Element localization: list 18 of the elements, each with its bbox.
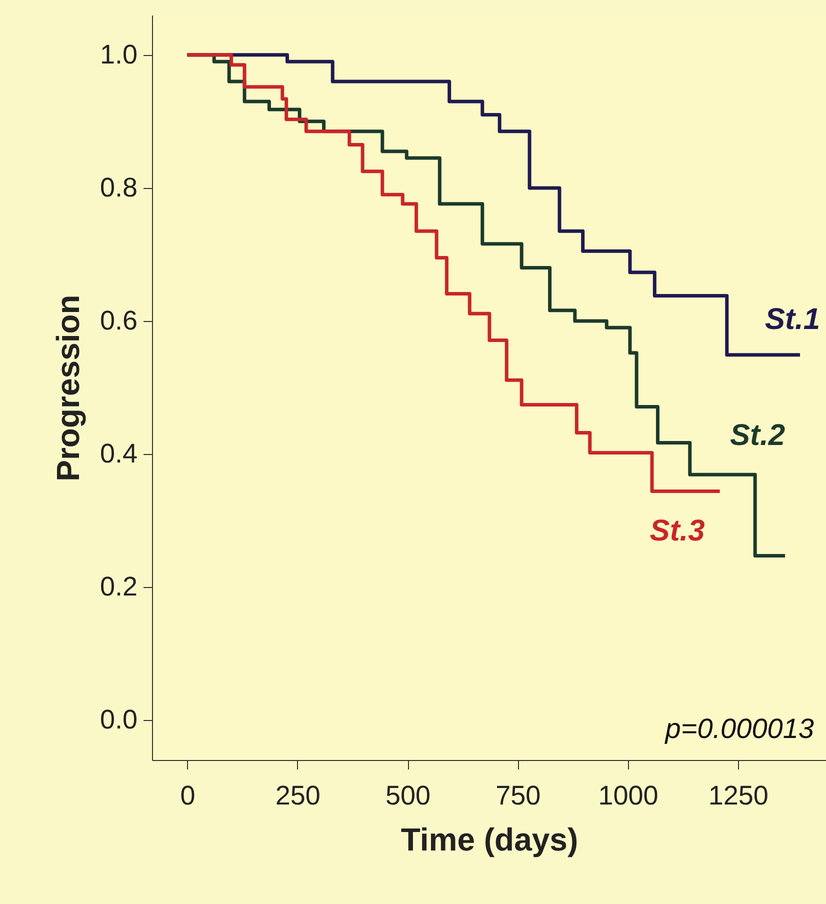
- x-tick-label: 750: [496, 780, 541, 810]
- y-tick-label: 1.0: [100, 39, 138, 70]
- y-tick-label: 0.0: [100, 704, 138, 735]
- x-tick-label: 1250: [708, 780, 768, 810]
- x-tick-label: 500: [385, 780, 431, 810]
- y-tick-label: 0.6: [100, 305, 138, 336]
- series-label: St.1: [764, 302, 820, 336]
- y-tick-label: 0.2: [100, 572, 138, 602]
- x-axis-title: Time (days): [400, 822, 578, 858]
- y-tick-label: 0.8: [100, 172, 138, 202]
- y-axis-title: Progression: [50, 294, 86, 482]
- annotation: p=0.000013: [664, 713, 814, 744]
- x-tick-label: 1000: [598, 780, 658, 810]
- y-tick-label: 0.4: [100, 438, 138, 469]
- x-tick-label: 0: [180, 780, 196, 810]
- x-tick-label: 250: [275, 780, 320, 810]
- series-label: St.2: [730, 418, 786, 452]
- series-label: St.3: [650, 514, 706, 548]
